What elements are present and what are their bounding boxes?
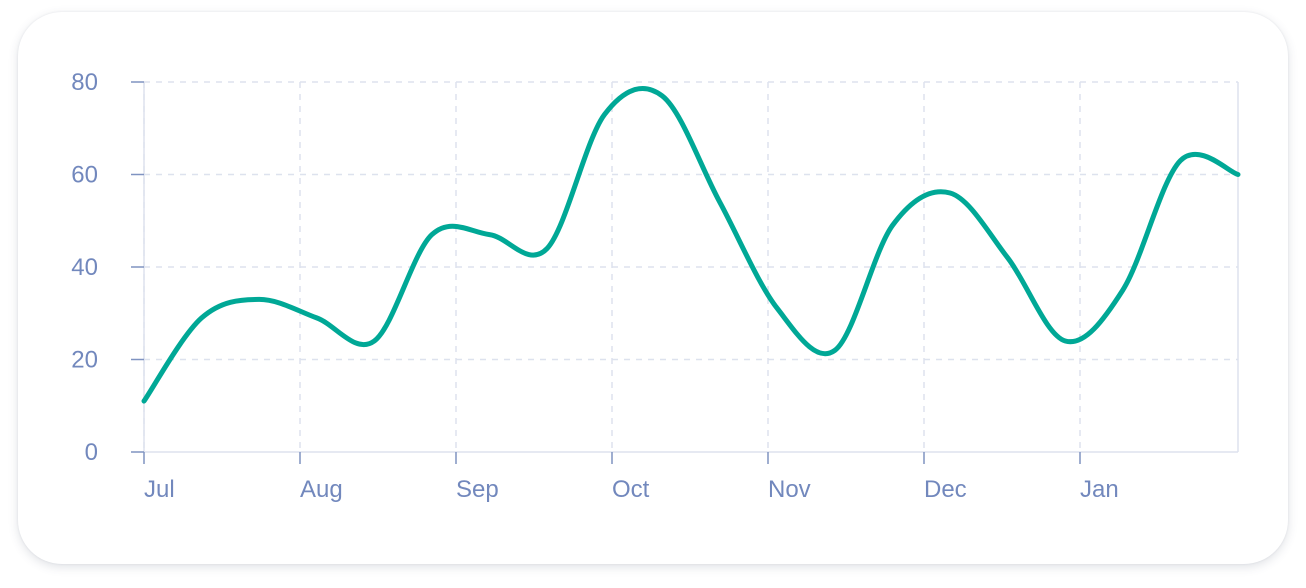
y-tick-label: 60 [71, 162, 98, 189]
x-tick-label: Oct [612, 476, 650, 503]
chart-card [18, 12, 1288, 564]
series-layer [141, 86, 1241, 404]
x-tick-label: Sep [456, 476, 499, 503]
x-tick-label: Aug [300, 476, 343, 503]
y-tick-label: 20 [71, 347, 98, 374]
y-tick-label: 40 [71, 254, 98, 281]
x-axis-ticks: Jul Aug Sep Oct Nov Dec Jan [143, 452, 1119, 503]
y-tick-label: 80 [71, 69, 98, 96]
series-line [141, 86, 1241, 404]
x-tick-label: Dec [924, 476, 967, 503]
y-axis-ticks: 0 20 40 60 80 [71, 69, 144, 466]
y-tick-label: 0 [85, 439, 98, 466]
x-tick-label: Jul [144, 476, 175, 503]
x-tick-label: Jan [1080, 476, 1119, 503]
x-tick-label: Nov [768, 476, 811, 503]
